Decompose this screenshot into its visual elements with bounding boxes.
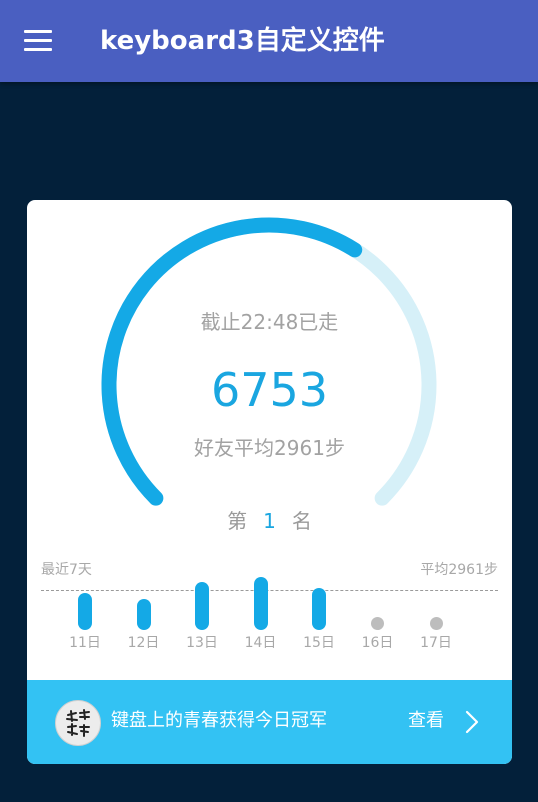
day-label: 16日 <box>361 635 394 651</box>
chevron-right-icon[interactable] <box>465 710 479 734</box>
calligraphy-avatar-icon <box>55 700 101 746</box>
average-dashed-line <box>41 590 498 591</box>
day-empty-dot <box>371 617 384 630</box>
day-bar <box>195 582 209 630</box>
step-count: 6753 <box>210 363 329 417</box>
step-progress-ring <box>101 217 437 506</box>
day-bar <box>78 593 92 630</box>
day-label: 12日 <box>127 635 160 651</box>
rank-suffix: 名 <box>291 509 312 533</box>
average-steps-label: 平均2961步 <box>420 562 498 578</box>
rank-number: 1 <box>263 509 276 533</box>
view-button[interactable]: 查看 <box>408 710 444 731</box>
champion-banner[interactable]: 键盘上的青春获得今日冠军 查看 <box>27 680 512 764</box>
page-title: keyboard3自定义控件 <box>100 26 385 56</box>
day-label: 15日 <box>303 635 335 651</box>
ring-progress <box>101 217 363 506</box>
day-label: 13日 <box>186 635 218 651</box>
day-bar <box>312 588 326 630</box>
banner-text: 键盘上的青春获得今日冠军 <box>111 710 327 731</box>
day-bar <box>253 577 268 630</box>
deadline-text: 截止22:48已走 <box>200 310 339 334</box>
app-bar: keyboard3自定义控件 <box>0 0 538 82</box>
recent-7-days-label: 最近7天 <box>41 562 92 578</box>
hamburger-menu-icon[interactable] <box>24 30 52 52</box>
day-label: 14日 <box>244 635 277 651</box>
day-bar <box>136 598 151 630</box>
day-label: 11日 <box>69 635 101 651</box>
day-label: 17日 <box>420 635 452 651</box>
rank-prefix: 第 <box>227 509 248 533</box>
day-empty-dot <box>429 617 443 630</box>
friend-average-text: 好友平均2961步 <box>194 436 345 460</box>
